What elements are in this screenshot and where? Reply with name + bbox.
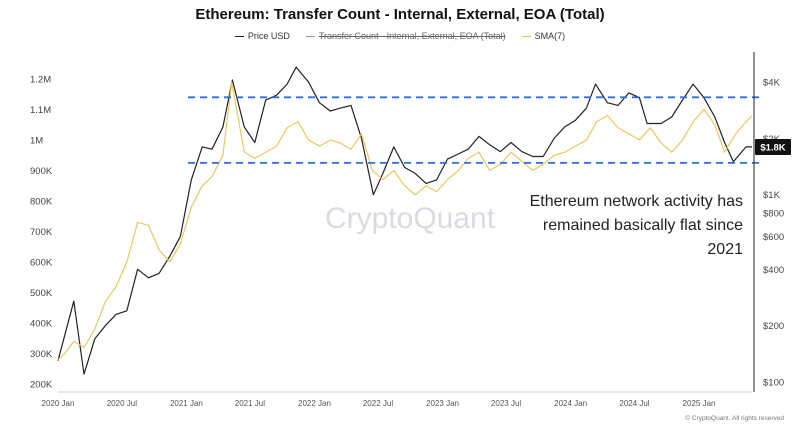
x-axis-tick: 2020 Jul [107, 399, 137, 408]
axes: 1.2M 1.1M 1M 900K 800K 700K 600K 500K 400K 300K 20… [30, 52, 791, 408]
price-usd-line [57, 66, 752, 375]
x-axis-tick: 2024 Jan [554, 399, 587, 408]
annotation-line: 2021 [707, 241, 743, 258]
annotation-line: remained basically flat since [543, 217, 743, 234]
chart-title: Ethereum: Transfer Count - Internal, Ext… [195, 6, 605, 23]
x-axis-tick: 2024 Jul [619, 399, 649, 408]
x-axis-tick: 2023 Jul [491, 399, 521, 408]
annotation-line: Ethereum network activity has [530, 193, 743, 210]
watermark: CryptoQuant [325, 202, 496, 235]
legend-label-transfer-count: Transfer Count - Internal, External, EOA… [318, 31, 506, 41]
x-axis-tick: 2022 Jul [363, 399, 393, 408]
reference-lines [188, 96, 764, 164]
left-axis-tick: 1M [30, 136, 43, 147]
left-axis-tick: 500K [30, 288, 53, 299]
legend-label-price: Price USD [247, 31, 290, 41]
left-axis-tick: 400K [30, 319, 53, 330]
sma7-line [57, 81, 753, 361]
x-axis-tick: 2021 Jan [170, 399, 203, 408]
left-axis-tick: 1.2M [30, 75, 51, 86]
x-axis-tick: 2023 Jan [426, 399, 459, 408]
right-axis-tick: $1K [763, 190, 781, 201]
legend-label-sma: SMA(7) [534, 31, 566, 41]
current-price-label: $1.8K [760, 142, 785, 153]
left-axis-tick: 300K [30, 349, 53, 360]
left-axis-tick: 600K [30, 258, 53, 269]
copyright-text: © CryptoQuant. All rights reserved [685, 414, 784, 422]
legend-swatch-sma [521, 35, 531, 37]
left-axis-tick: 800K [30, 197, 53, 208]
left-axis-tick: 200K [30, 380, 53, 391]
right-axis-tick: $100 [763, 378, 784, 389]
x-axis-tick: 2022 Jan [298, 399, 331, 408]
x-axis-tick: 2025 Jan [683, 399, 716, 408]
legend-item-price[interactable]: Price USD [234, 31, 290, 41]
legend-swatch-price [234, 35, 244, 37]
right-axis-tick: $800 [763, 208, 784, 219]
x-axis-tick: 2020 Jan [42, 399, 75, 408]
annotation: Ethereum network activity has remained ba… [530, 193, 785, 422]
right-axis-tick: $4K [763, 78, 781, 89]
left-axis-tick: 1.1M [30, 105, 51, 116]
chart-legend: Price USD Transfer Count - Internal, Ext… [0, 31, 800, 41]
right-axis-tick: $200 [763, 321, 784, 332]
legend-item-transfer-count[interactable]: Transfer Count - Internal, External, EOA… [305, 31, 506, 41]
left-axis-tick: 700K [30, 227, 53, 238]
watermark-text: CryptoQuant [325, 202, 496, 235]
left-axis-tick: 900K [30, 166, 53, 177]
right-axis-tick: $600 [763, 232, 784, 243]
legend-swatch-transfer-count [305, 35, 315, 37]
legend-item-sma[interactable]: SMA(7) [521, 31, 566, 41]
right-axis-tick: $400 [763, 265, 784, 276]
x-axis-tick: 2021 Jul [235, 399, 265, 408]
series-layer [57, 66, 753, 375]
current-price-badge [755, 138, 791, 155]
